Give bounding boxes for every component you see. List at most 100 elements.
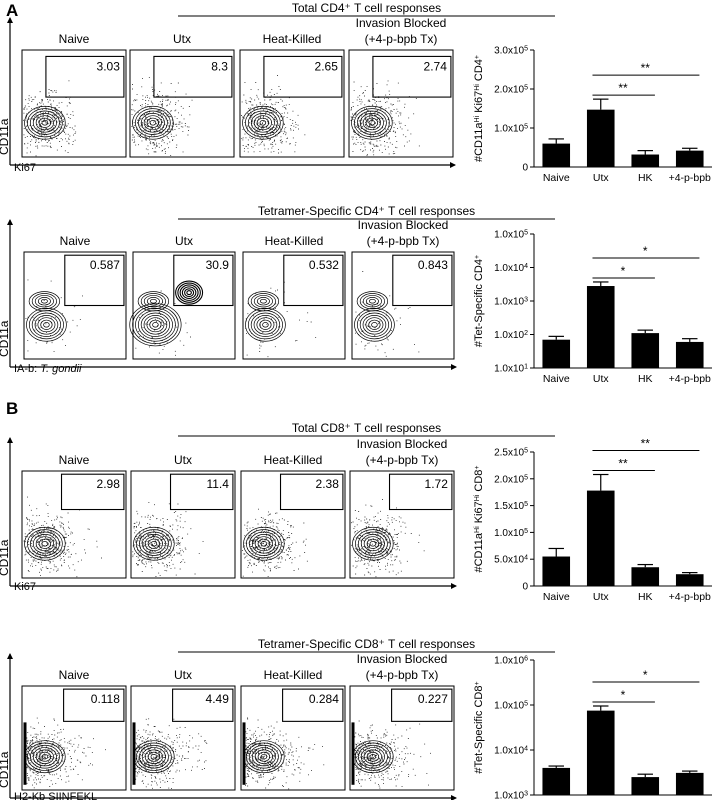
x-axis-label: Ki67: [14, 581, 36, 593]
contour-ring: [38, 117, 52, 128]
contour-ring: [175, 280, 204, 305]
contour-ring: [29, 744, 60, 769]
contour-ring: [24, 105, 66, 140]
x-axis-label: H2-Kb SIINFEKL: [14, 791, 97, 800]
gate-box: [279, 473, 344, 511]
bar: [675, 574, 704, 586]
contour-ring: [43, 322, 50, 328]
contour-ring: [40, 298, 48, 304]
y-axis-title: #Tet-Specific CD4+: [473, 255, 485, 347]
contour-ring: [143, 115, 162, 131]
significance-label: *: [643, 668, 648, 682]
contour-ring: [247, 291, 280, 312]
contour-ring: [129, 303, 182, 347]
plot-frame: [348, 49, 454, 158]
contour-ring: [248, 744, 279, 769]
bar: [586, 286, 615, 368]
flow-plot: Heat-Killed 2.65: [239, 32, 345, 158]
contour-lines: [245, 291, 286, 342]
bar: [675, 150, 704, 167]
flow-plot-title: Invasion Blocked: [356, 16, 447, 30]
panel-letter-b: B: [6, 399, 18, 418]
contour-ring: [256, 297, 270, 306]
contour-ring: [251, 747, 276, 767]
contour-ring: [368, 298, 376, 304]
contour-ring: [365, 297, 379, 306]
bar: [542, 767, 571, 795]
x-category-label: +4-p-bpb: [669, 591, 711, 603]
contour-lines: [351, 105, 393, 140]
y-axis-label: CD11a: [0, 320, 11, 357]
flow-plot-title: Heat-Killed: [264, 453, 323, 467]
contour-ring: [359, 312, 390, 337]
contour-ring: [369, 754, 377, 760]
row-header: Tetramer-Specific CD4⁺ T cell responses: [258, 204, 475, 218]
contour-ring: [32, 747, 57, 767]
contour-ring: [27, 529, 63, 559]
significance-label: **: [618, 457, 628, 471]
contour-ring: [144, 536, 163, 552]
contour-ring: [38, 538, 52, 549]
contour-ring: [34, 314, 59, 335]
flow-row: Tetramer-Specific CD4⁺ T cell responses C…: [0, 204, 555, 375]
flow-plot: Naive 0.587: [23, 234, 127, 360]
contour-ring: [260, 754, 268, 760]
gate-percentage: 0.227: [418, 692, 448, 706]
x-axis-label: IA-b: T. gondii: [14, 363, 82, 375]
event-dot-path: [245, 717, 325, 790]
y-tick-label: 1.0x103: [494, 296, 528, 308]
gate-percentage: 2.98: [97, 477, 121, 491]
contour-ring: [254, 536, 273, 552]
contour-ring: [260, 541, 268, 547]
contour-ring: [38, 751, 52, 762]
bar: [542, 143, 571, 167]
flow-plot-title: Utx: [174, 453, 192, 467]
contour-ring: [181, 286, 197, 299]
contour-ring: [368, 319, 381, 330]
y-tick-label: 1.0x101: [494, 363, 528, 375]
y-tick-label: 1.5x105: [494, 501, 528, 512]
contour-ring: [356, 291, 389, 312]
flow-plot: Invasion Blocked (+4-p-bpb Tx) 0.227: [349, 652, 455, 791]
y-tick-label: 2.5x105: [494, 447, 528, 459]
flow-row: Tetramer-Specific CD8⁺ T cell responses C…: [0, 637, 555, 800]
contour-ring: [143, 314, 168, 335]
gate-percentage: 1.72: [425, 477, 449, 491]
contour-ring: [144, 749, 163, 764]
bar: [586, 490, 615, 586]
contour-lines: [243, 526, 285, 561]
significance-label: *: [621, 264, 626, 278]
bar: [542, 556, 571, 586]
flow-plot-subtitle: (+4-p-bpb Tx): [365, 32, 438, 46]
contour-ring: [359, 293, 385, 310]
y-axis-label: CD11a: [0, 539, 11, 576]
contour-ring: [369, 541, 377, 547]
contour-ring: [138, 531, 169, 556]
contour-ring: [184, 288, 195, 298]
y-axis-title: #CD11aHi Ki67Hi CD8+: [473, 465, 485, 572]
contour-ring: [147, 751, 161, 762]
gate-percentage: 30.9: [206, 258, 230, 272]
contour-ring: [256, 317, 275, 333]
contour-lines: [132, 105, 174, 140]
contour-ring: [141, 747, 166, 767]
contour-lines: [129, 280, 204, 347]
contour-ring: [357, 744, 388, 769]
contour-ring: [360, 747, 385, 767]
contour-ring: [257, 538, 271, 549]
flow-plot-subtitle: (+4-p-bpb Tx): [366, 453, 439, 467]
y-tick-label: 3.0x105: [494, 45, 528, 57]
y-axis-title: #CD11aHi Ki67Hi CD4+: [473, 55, 485, 162]
significance-label: *: [643, 244, 648, 258]
contour-ring: [360, 533, 385, 554]
contour-ring: [32, 112, 57, 133]
contour-ring: [366, 751, 380, 762]
event-dot-path: [23, 496, 102, 578]
significance-label: **: [641, 61, 651, 75]
contour-ring: [28, 291, 61, 312]
flow-plot-title: Invasion Blocked: [358, 218, 449, 232]
contour-ring: [354, 108, 390, 138]
contour-ring: [257, 751, 271, 762]
